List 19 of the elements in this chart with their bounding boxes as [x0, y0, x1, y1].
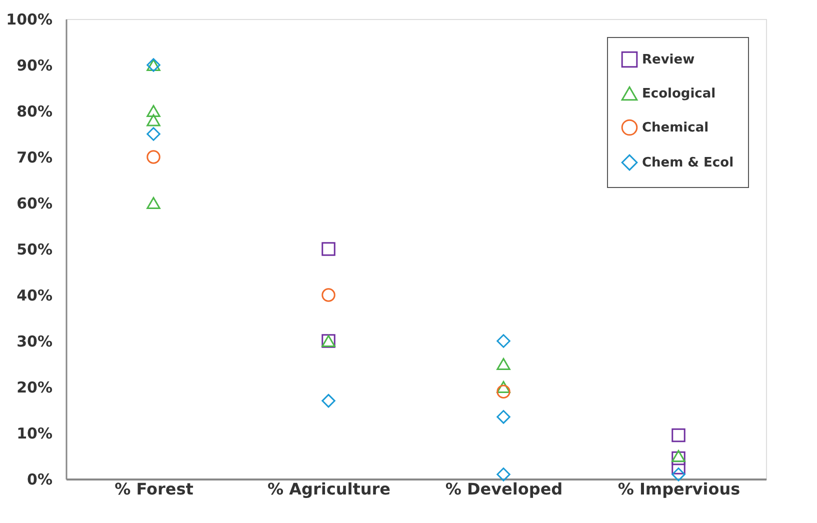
y-tick-label: 40% [16, 286, 52, 304]
legend-label: Chem & Ecol [642, 156, 734, 170]
y-tick-label: 90% [16, 56, 52, 74]
y-tick-label: 30% [16, 332, 52, 350]
y-tick-label: 20% [16, 378, 52, 396]
legend-label: Review [642, 52, 695, 68]
y-tick-label: 10% [16, 424, 52, 442]
y-tick-label: 50% [16, 240, 52, 258]
x-tick-label: % Agriculture [268, 480, 391, 498]
y-tick-label: 0% [27, 470, 52, 488]
x-tick-label: % Impervious [618, 480, 740, 498]
legend-label: Ecological [642, 86, 716, 102]
y-tick-label: 100% [6, 10, 52, 28]
y-tick-label: 60% [16, 194, 52, 212]
legend-label: Chemical [642, 120, 709, 136]
x-tick-label: % Forest [114, 480, 194, 498]
y-tick-label: 70% [16, 148, 52, 166]
y-tick-label: 80% [16, 102, 52, 120]
x-tick-label: % Developed [445, 480, 563, 498]
